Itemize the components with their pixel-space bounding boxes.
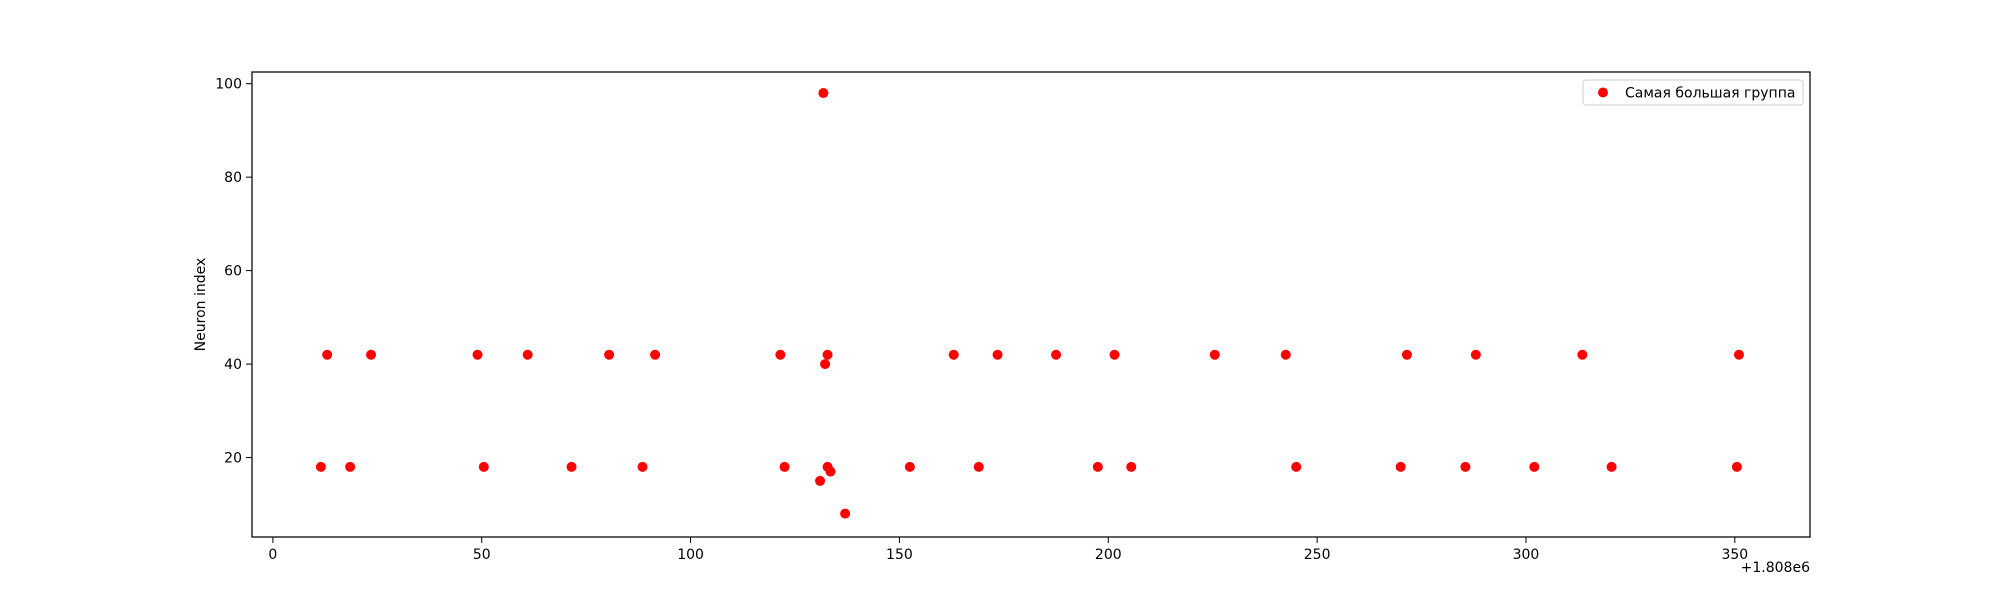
x-tick-label: 0 bbox=[268, 547, 277, 563]
data-point bbox=[650, 349, 661, 360]
data-point bbox=[1291, 461, 1302, 472]
data-point bbox=[1529, 461, 1540, 472]
data-point bbox=[478, 461, 489, 472]
data-point bbox=[822, 349, 833, 360]
x-tick-label: 250 bbox=[1304, 547, 1331, 563]
data-point bbox=[1606, 461, 1617, 472]
axis-ticks: 0 50 100 150 200 250 300 350 20 40 60 80 100 bbox=[215, 77, 1748, 563]
y-tick-label: 100 bbox=[215, 77, 242, 93]
data-point bbox=[779, 461, 790, 472]
data-point bbox=[1395, 461, 1406, 472]
data-point bbox=[637, 461, 648, 472]
data-point bbox=[472, 349, 483, 360]
data-point bbox=[1051, 349, 1062, 360]
x-tick-label: 150 bbox=[886, 547, 913, 563]
data-point bbox=[322, 349, 333, 360]
data-point bbox=[775, 349, 786, 360]
legend-box bbox=[1582, 79, 1804, 106]
data-point bbox=[1401, 349, 1412, 360]
x-tick-label: 50 bbox=[473, 547, 491, 563]
x-axis-offset-label: +1.808e6 bbox=[1741, 560, 1810, 576]
data-point bbox=[973, 461, 984, 472]
data-point bbox=[1470, 349, 1481, 360]
data-point bbox=[345, 461, 356, 472]
data-point bbox=[825, 466, 836, 477]
y-tick-label: 40 bbox=[224, 357, 242, 373]
data-point bbox=[315, 461, 326, 472]
data-point bbox=[366, 349, 377, 360]
data-point bbox=[1280, 349, 1291, 360]
data-point bbox=[948, 349, 959, 360]
data-point bbox=[1577, 349, 1588, 360]
legend-marker bbox=[1598, 87, 1608, 98]
plot-area-frame bbox=[251, 71, 1811, 538]
data-point bbox=[1126, 461, 1137, 472]
data-point bbox=[1460, 461, 1471, 472]
data-point bbox=[1731, 461, 1742, 472]
x-tick-label: 100 bbox=[677, 547, 704, 563]
data-point bbox=[1109, 349, 1120, 360]
x-tick-label: 200 bbox=[1095, 547, 1122, 563]
y-tick-label: 80 bbox=[224, 170, 242, 186]
data-marks bbox=[315, 88, 1744, 519]
legend: Самая большая группа bbox=[1582, 79, 1804, 106]
data-point bbox=[1733, 349, 1744, 360]
y-tick-label: 60 bbox=[224, 264, 242, 280]
data-point bbox=[604, 349, 615, 360]
data-point bbox=[566, 461, 577, 472]
data-point bbox=[815, 475, 826, 486]
legend-entry-label: Самая большая группа bbox=[1625, 86, 1795, 102]
data-point bbox=[1209, 349, 1220, 360]
x-tick-label: 300 bbox=[1513, 547, 1540, 563]
data-point bbox=[840, 508, 851, 519]
y-tick-label: 20 bbox=[224, 451, 242, 467]
data-point bbox=[522, 349, 533, 360]
data-point bbox=[904, 461, 915, 472]
x-tick-label: 350 bbox=[1721, 547, 1748, 563]
data-point bbox=[818, 88, 829, 99]
data-point bbox=[1092, 461, 1103, 472]
y-axis-label: Neuron index bbox=[193, 258, 209, 352]
data-point bbox=[992, 349, 1003, 360]
data-point bbox=[820, 359, 831, 370]
